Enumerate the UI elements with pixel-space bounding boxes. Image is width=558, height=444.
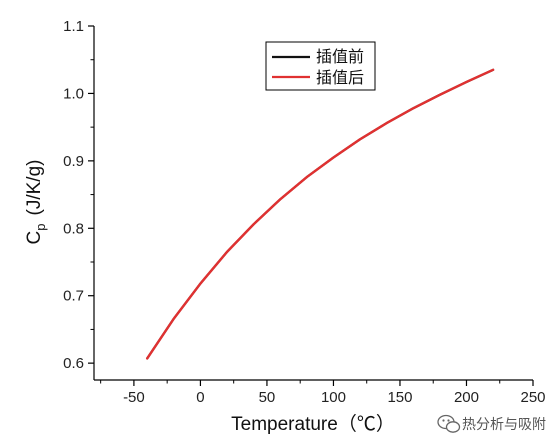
y-tick-label: 1.1	[63, 18, 84, 35]
y-axis-label-sub: p	[33, 223, 48, 230]
x-tick-label: 50	[259, 389, 276, 406]
x-tick-label: 250	[520, 389, 545, 406]
y-axis-label: Cp (J/K/g)	[24, 160, 48, 245]
legend-box	[265, 41, 376, 91]
y-tick-label: 1.0	[63, 85, 84, 102]
x-tick-label: 0	[196, 389, 204, 406]
legend: 插值前 插值后	[265, 41, 376, 91]
x-tick-label: 100	[321, 389, 346, 406]
x-tick-label: 200	[454, 389, 479, 406]
y-axis-label-unit: (J/K/g)	[24, 160, 45, 216]
watermark-text: 热分析与吸附	[462, 417, 546, 433]
watermark: 热分析与吸附	[437, 414, 546, 433]
series-layer	[146, 68, 495, 360]
y-axis-label-main: C	[24, 231, 45, 245]
x-tick-label: 150	[387, 389, 412, 406]
x-tick-label: -50	[123, 389, 145, 406]
x-axis-label: Temperature（℃）	[231, 413, 395, 435]
ticks: -50 0 50 100 150 200 250 0.6 0.7 0.8 0.9 1.0 1.1	[63, 18, 545, 406]
y-tick-label: 0.9	[63, 153, 84, 170]
wechat-icon	[437, 414, 461, 433]
y-tick-label: 0.7	[63, 288, 84, 305]
series-line-0	[146, 68, 495, 360]
legend-label-after: 插值后	[316, 68, 364, 87]
y-tick-label: 0.6	[63, 355, 84, 372]
y-tick-label: 0.8	[63, 220, 84, 237]
legend-label-before: 插值前	[316, 47, 364, 66]
series-line-1	[146, 68, 495, 360]
